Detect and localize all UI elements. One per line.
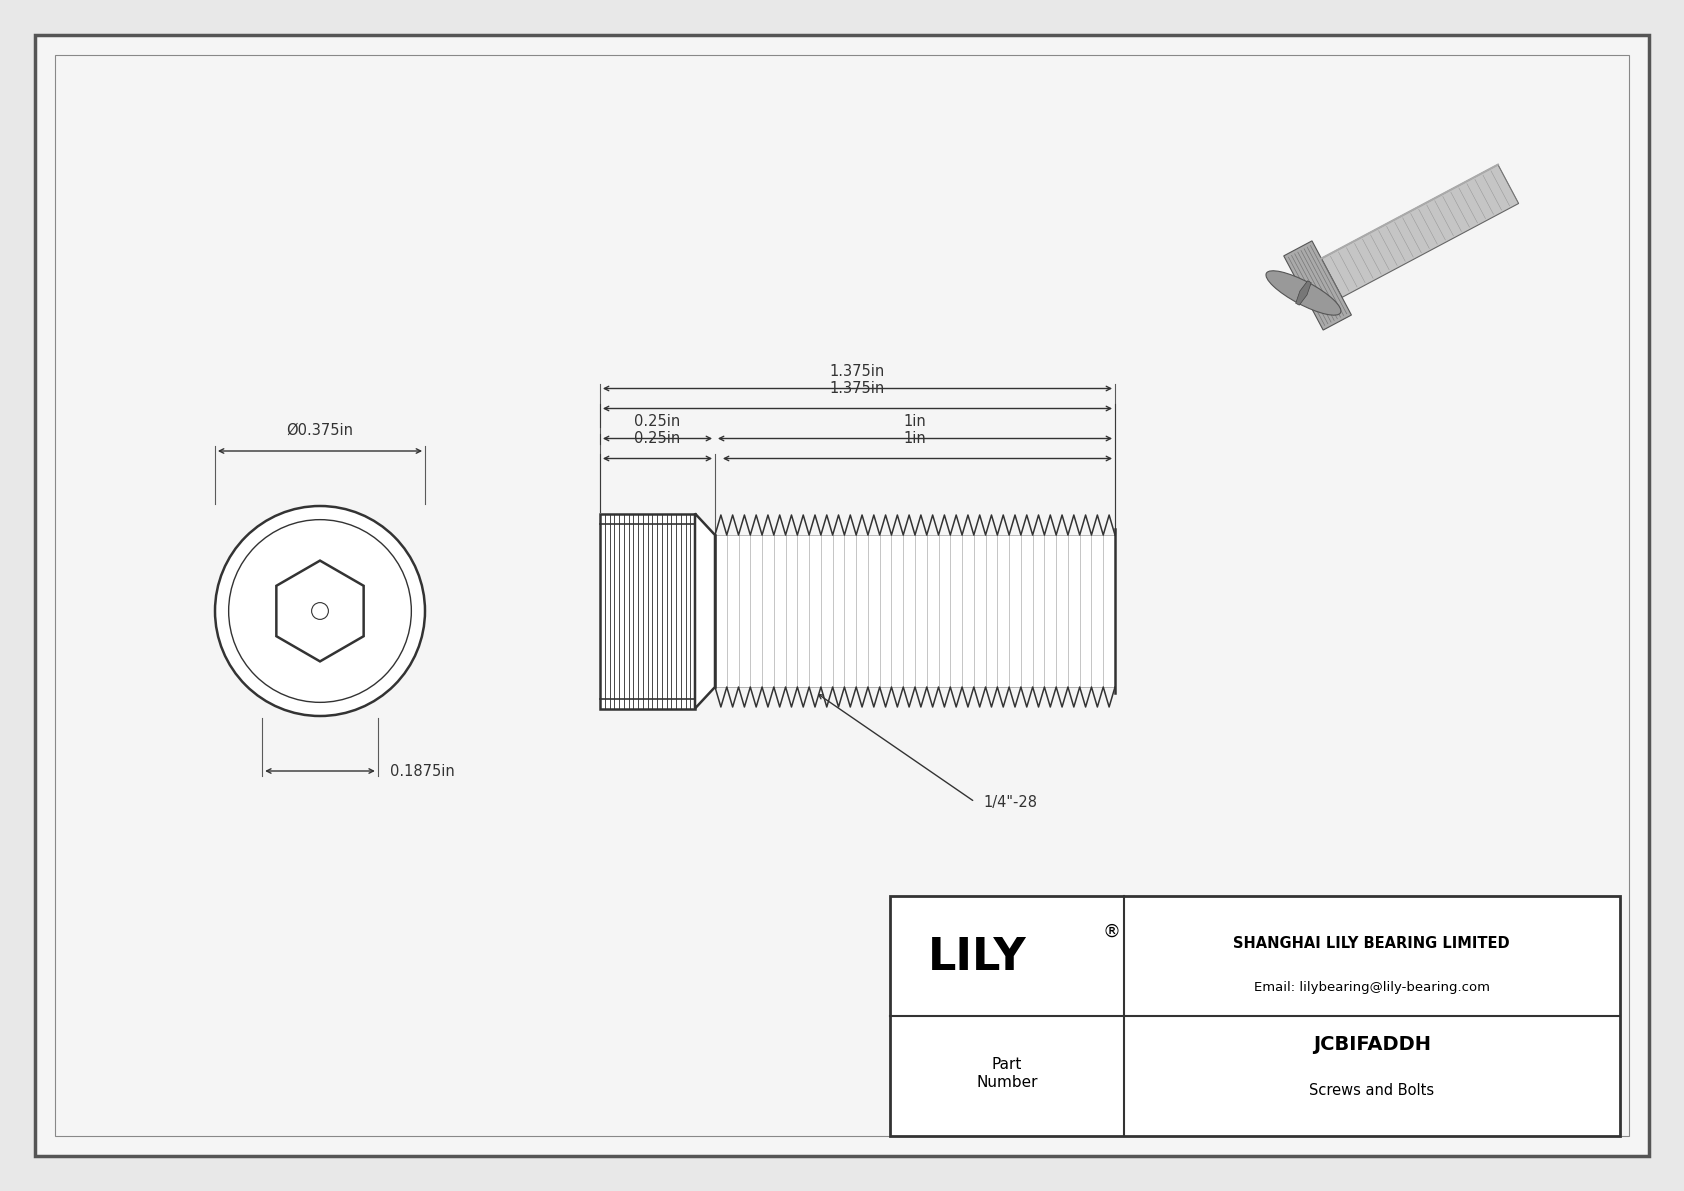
Text: Ø0.375in: Ø0.375in [286,423,354,438]
Text: SHANGHAI LILY BEARING LIMITED: SHANGHAI LILY BEARING LIMITED [1233,936,1511,952]
Text: LILY: LILY [928,936,1026,979]
Text: 0.25in: 0.25in [635,430,680,445]
Polygon shape [695,513,716,709]
Text: 1.375in: 1.375in [830,363,886,379]
Text: 1in: 1in [904,430,926,445]
Polygon shape [1295,281,1312,305]
Ellipse shape [1266,270,1340,316]
Bar [600,513,695,709]
Text: ®: ® [1103,923,1122,941]
Text: 1.375in: 1.375in [830,380,886,395]
Text: 1in: 1in [904,413,926,429]
Circle shape [216,506,424,716]
Polygon shape [1322,164,1519,298]
Bar [716,535,1115,687]
Text: JCBIFADDH: JCBIFADDH [1314,1035,1431,1054]
Text: 0.25in: 0.25in [635,413,680,429]
Text: 0.1875in: 0.1875in [389,763,455,779]
Text: 1/4"-28: 1/4"-28 [983,794,1037,810]
Bar [891,896,1620,1136]
Text: Screws and Bolts: Screws and Bolts [1308,1083,1435,1098]
Text: Email: lilybearing@lily-bearing.com: Email: lilybearing@lily-bearing.com [1255,980,1490,993]
Polygon shape [1283,241,1352,330]
Polygon shape [276,561,364,661]
Text: Part
Number: Part Number [977,1058,1037,1090]
